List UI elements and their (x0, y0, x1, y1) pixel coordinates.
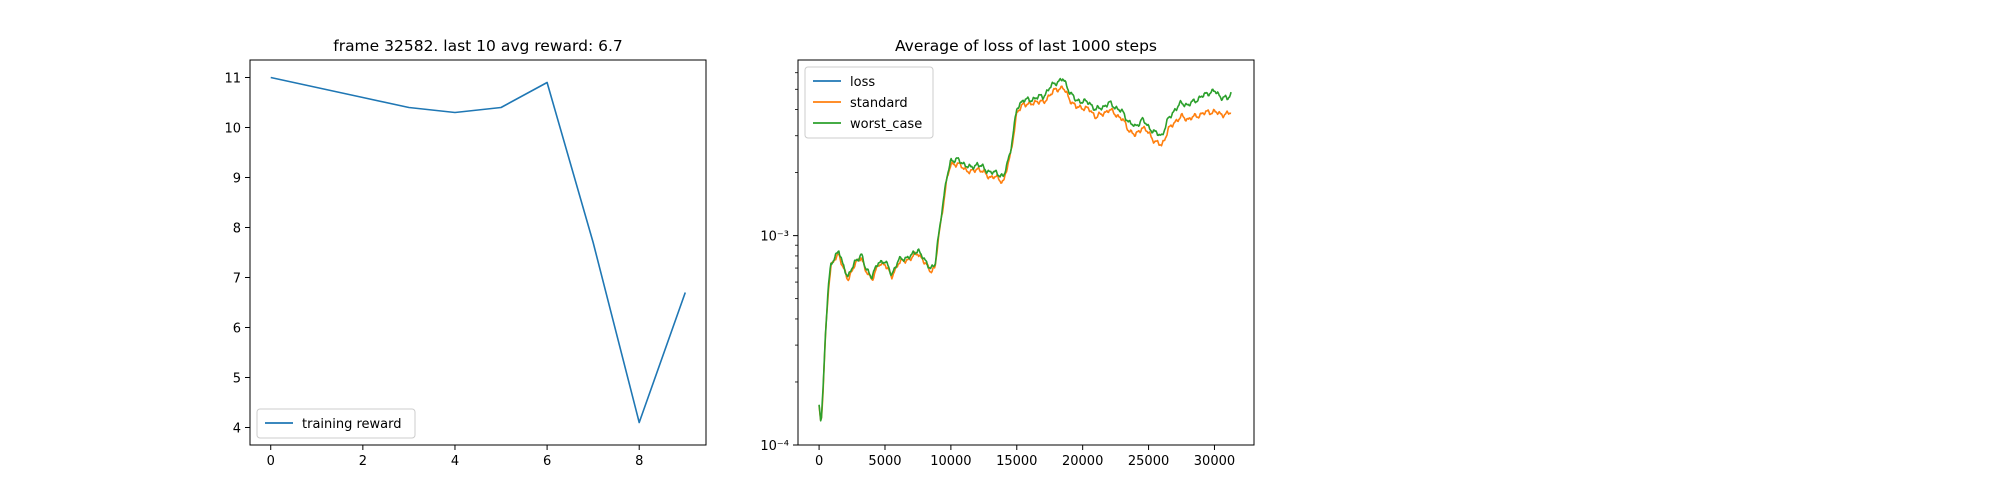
legend-label: loss (850, 75, 875, 90)
x-tick-label: 2 (359, 454, 367, 469)
y-tick-label: 7 (233, 272, 241, 287)
axes-frame (797, 59, 1255, 446)
x-tick-label: 30000 (1194, 454, 1235, 469)
legend-label: training reward (302, 417, 402, 432)
x-tick-label: 6 (543, 454, 551, 469)
y-tick-label: 10⁻³ (760, 230, 789, 245)
x-tick-label: 10000 (930, 454, 971, 469)
y-tick-label: 10⁻⁴ (760, 439, 789, 454)
y-tick-label: 11 (224, 72, 241, 87)
loss-chart: Average of loss of last 1000 steps 0 5000 1… (760, 37, 1255, 469)
y-tick-label: 8 (233, 222, 241, 237)
x-tick-label: 25000 (1128, 454, 1169, 469)
y-tick-label: 4 (233, 422, 241, 437)
legend-box (256, 408, 416, 439)
y-tick-label: 6 (233, 322, 241, 337)
series-line-standard (818, 85, 1232, 421)
x-tick-label: 8 (635, 454, 643, 469)
x-tick-label: 20000 (1062, 454, 1103, 469)
legend-label: worst_case (850, 117, 922, 132)
x-tick-label: 15000 (996, 454, 1037, 469)
x-tick-label: 0 (815, 454, 823, 469)
y-tick-label: 9 (233, 172, 241, 187)
legend-box (804, 66, 934, 139)
y-tick-label: 5 (233, 372, 241, 387)
legend: training reward (256, 408, 416, 439)
series-line-worst-case (818, 77, 1232, 422)
legend: loss standard worst_case (804, 66, 934, 139)
reward-chart: frame 32582. last 10 avg reward: 6.7 0 2 4 6… (224, 37, 707, 469)
axes-frame (249, 59, 707, 446)
chart-title: Average of loss of last 1000 steps (895, 37, 1157, 55)
legend-label: standard (850, 96, 908, 111)
x-tick-label: 0 (267, 454, 275, 469)
y-tick-label: 10 (224, 122, 241, 137)
x-tick-label: 4 (451, 454, 459, 469)
x-tick-label: 5000 (868, 454, 901, 469)
chart-title: frame 32582. last 10 avg reward: 6.7 (333, 37, 623, 55)
series-line-training reward (270, 76, 687, 424)
